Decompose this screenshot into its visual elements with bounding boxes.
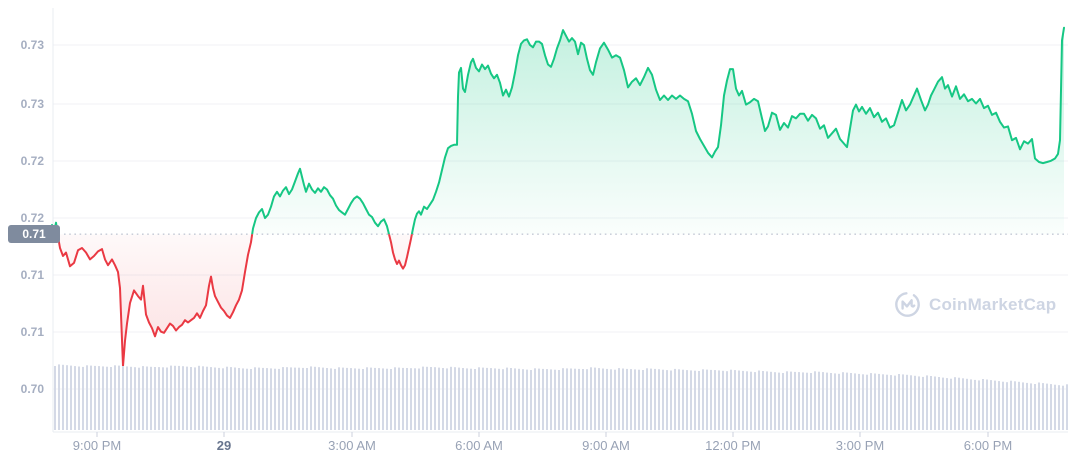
y-axis-label: 0.72: [20, 154, 44, 168]
y-axis-label: 0.71: [20, 325, 44, 339]
x-axis-label: 3:00 PM: [835, 438, 885, 453]
x-axis-label: 29: [216, 438, 232, 453]
x-axis-label: 6:00 AM: [455, 438, 503, 453]
coinmarketcap-logo-icon: [895, 292, 920, 317]
watermark-text: CoinMarketCap: [929, 294, 1057, 314]
current-price-badge: 0.71: [8, 225, 60, 244]
x-axis-label: 3:00 AM: [328, 438, 376, 453]
x-axis-label: 9:00 PM: [72, 438, 122, 453]
x-axis-label: 12:00 PM: [705, 438, 761, 453]
x-axis-label: 9:00 AM: [582, 438, 630, 453]
y-axis-label: 0.73: [20, 38, 44, 52]
coinmarketcap-watermark: CoinMarketCap: [894, 291, 1056, 318]
y-axis-label: 0.72: [20, 211, 44, 225]
y-axis-label: 0.73: [20, 97, 44, 111]
x-axis-label: 6:00 PM: [963, 438, 1013, 453]
y-axis-label: 0.71: [20, 268, 44, 282]
y-axis-label: 0.70: [20, 382, 44, 396]
